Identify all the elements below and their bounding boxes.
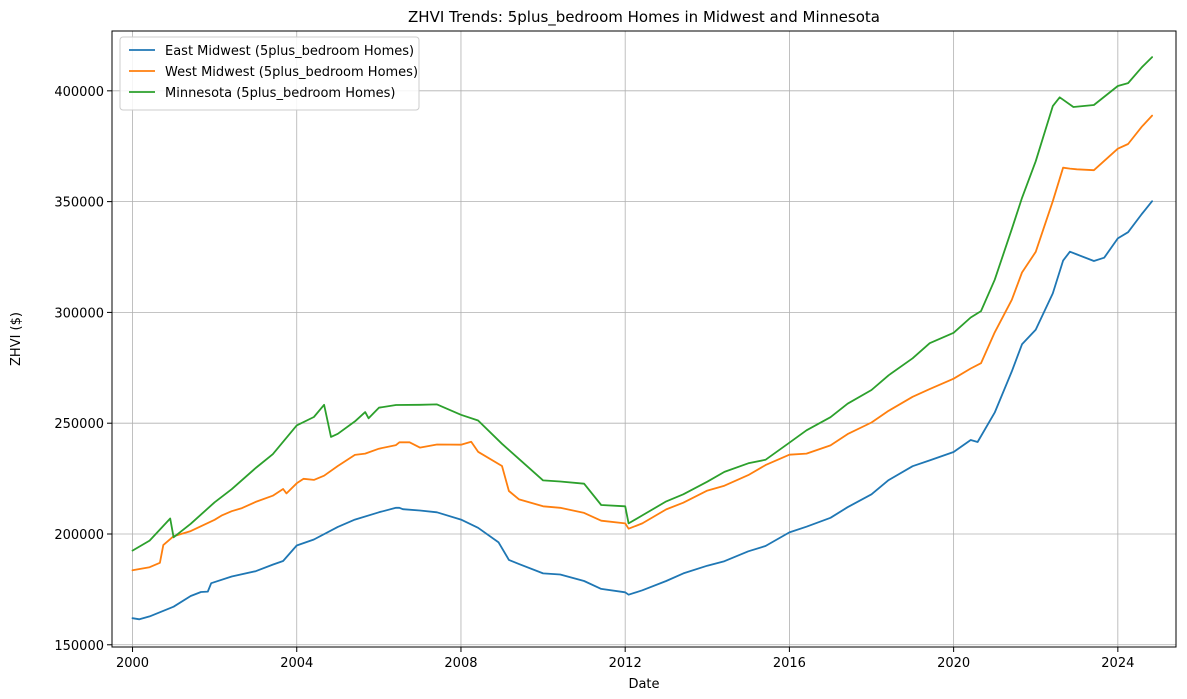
x-tick-label: 2008: [444, 656, 477, 671]
y-tick-label: 150000: [54, 639, 104, 654]
series-line-0: [131, 200, 1153, 621]
x-tick-label: 2016: [773, 656, 806, 671]
y-tick-label: 250000: [54, 417, 104, 432]
legend-label-0: East Midwest (5plus_bedroom Homes): [165, 44, 414, 59]
y-tick-label: 200000: [54, 528, 104, 543]
legend: East Midwest (5plus_bedroom Homes) West M…: [119, 36, 420, 111]
y-axis-label: ZHVI ($): [9, 312, 24, 366]
y-tick-label: 300000: [54, 306, 104, 321]
legend-label-1: West Midwest (5plus_bedroom Homes): [165, 65, 418, 80]
x-tick-label: 2000: [116, 656, 149, 671]
y-tick-label: 400000: [54, 85, 104, 100]
x-axis-label: Date: [628, 677, 659, 692]
grid: [112, 31, 1176, 647]
x-axis-ticks: 2000 2004 2008 2012 2016 2020 2024: [116, 647, 1134, 671]
x-tick-label: 2020: [937, 656, 970, 671]
series-line-2: [131, 56, 1153, 552]
plot-frame: [111, 30, 1177, 648]
plot-area: [111, 30, 1177, 648]
legend-box: [119, 36, 420, 111]
legend-label-2: Minnesota (5plus_bedroom Homes): [165, 86, 395, 101]
y-axis-ticks: 150000 200000 250000 300000 350000 400000: [54, 85, 112, 654]
y-tick-label: 350000: [54, 196, 104, 211]
chart-title: ZHVI Trends: 5plus_bedroom Homes in Midw…: [408, 8, 880, 27]
x-tick-label: 2012: [609, 656, 642, 671]
x-tick-label: 2024: [1101, 656, 1134, 671]
series-layer: [131, 56, 1153, 621]
x-tick-label: 2004: [280, 656, 313, 671]
series-line-1: [131, 114, 1153, 572]
